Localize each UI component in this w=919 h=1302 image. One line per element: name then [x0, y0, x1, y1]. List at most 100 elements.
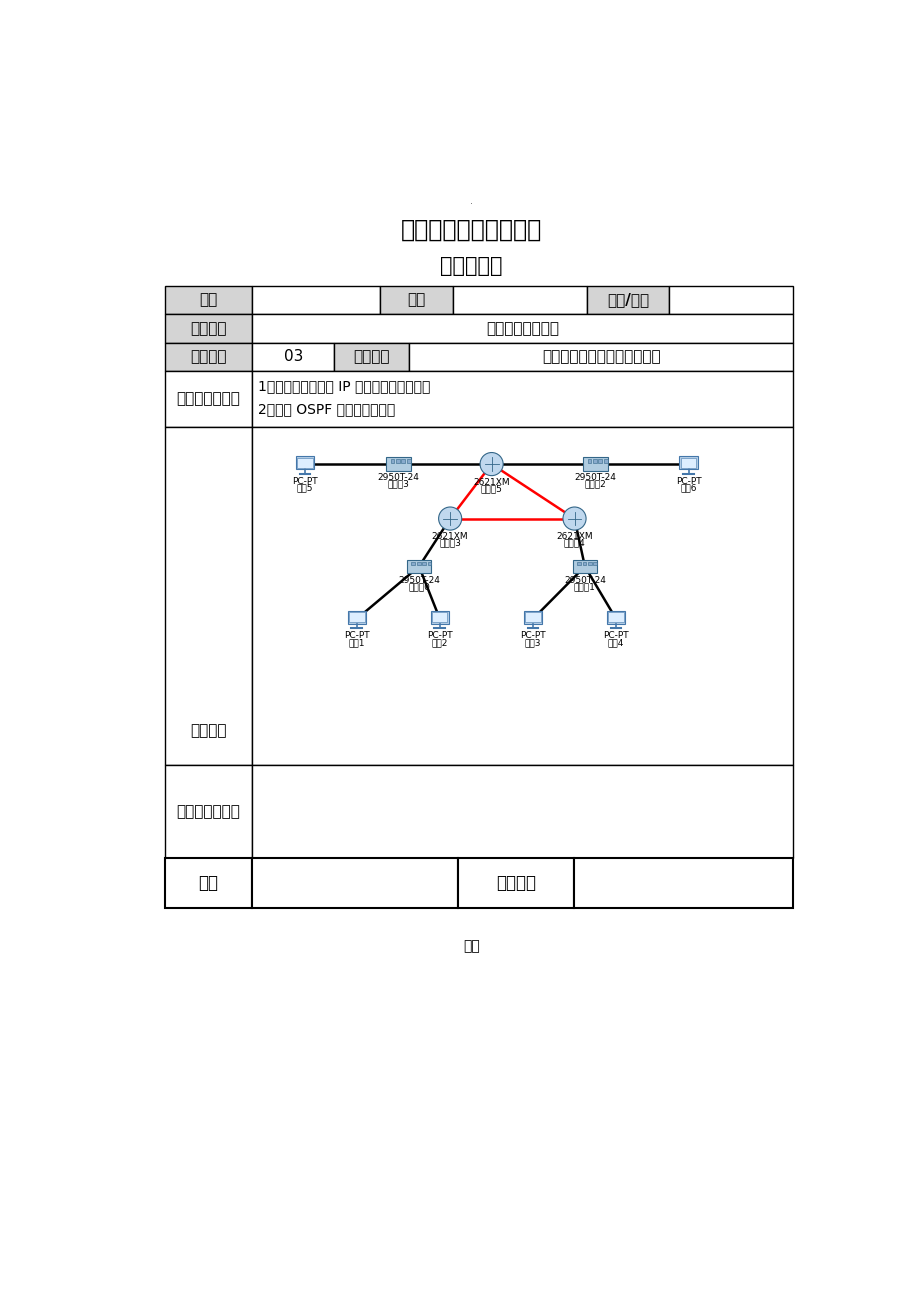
- Circle shape: [438, 506, 461, 530]
- Text: 姓名: 姓名: [199, 293, 218, 307]
- Bar: [409, 342, 792, 371]
- Bar: [297, 457, 312, 467]
- Text: 交换机2: 交换机2: [584, 479, 606, 488]
- Bar: [165, 766, 252, 858]
- Text: 路由器5: 路由器5: [480, 484, 502, 493]
- Bar: [391, 460, 394, 462]
- Bar: [422, 562, 425, 565]
- Bar: [252, 371, 792, 427]
- Text: 2950T-24: 2950T-24: [573, 474, 616, 482]
- Bar: [576, 562, 581, 565]
- Bar: [586, 285, 669, 314]
- Bar: [165, 285, 252, 314]
- Text: 实训名称: 实训名称: [353, 349, 390, 365]
- Text: 2950T-24: 2950T-24: [398, 575, 439, 585]
- Text: 主机1: 主机1: [348, 638, 365, 647]
- Text: 实验结果与心得: 实验结果与心得: [176, 805, 240, 819]
- Bar: [582, 562, 585, 565]
- Bar: [406, 460, 410, 462]
- Text: 学号: 学号: [407, 293, 425, 307]
- Text: 2950T-24: 2950T-24: [377, 474, 419, 482]
- Text: 主机5: 主机5: [297, 484, 313, 492]
- Circle shape: [480, 453, 503, 475]
- Text: 03: 03: [283, 349, 302, 365]
- Text: PC-PT: PC-PT: [519, 631, 545, 641]
- Text: 2621XM: 2621XM: [431, 533, 468, 542]
- Bar: [296, 456, 314, 469]
- Bar: [411, 562, 414, 565]
- Text: 主机6: 主机6: [679, 484, 696, 492]
- Bar: [593, 562, 596, 565]
- Bar: [386, 457, 410, 471]
- Bar: [607, 611, 625, 624]
- Bar: [252, 858, 458, 907]
- Bar: [252, 427, 792, 766]
- Bar: [573, 858, 792, 907]
- Bar: [165, 314, 252, 342]
- Bar: [603, 460, 607, 462]
- Text: 2621XM: 2621XM: [472, 478, 509, 487]
- Text: 2、使用 OSPF 实现全网连通；: 2、使用 OSPF 实现全网连通；: [258, 402, 395, 415]
- Text: 指导老师: 指导老师: [495, 874, 536, 892]
- Bar: [416, 562, 420, 565]
- Text: 实验步骤: 实验步骤: [190, 723, 227, 738]
- Text: 任务编号: 任务编号: [190, 349, 227, 365]
- Bar: [252, 314, 792, 342]
- Bar: [380, 285, 452, 314]
- Bar: [165, 371, 252, 427]
- Text: ·: ·: [470, 199, 472, 210]
- Text: 1、按拓扑结构规划 IP 地址，在图上标注；: 1、按拓扑结构规划 IP 地址，在图上标注；: [258, 380, 430, 393]
- Text: 企业网络核心技术: 企业网络核心技术: [485, 320, 559, 336]
- Text: PC-PT: PC-PT: [426, 631, 452, 641]
- Bar: [597, 460, 602, 462]
- Bar: [252, 766, 792, 858]
- Bar: [669, 285, 792, 314]
- Bar: [432, 612, 447, 622]
- Bar: [252, 342, 335, 371]
- Bar: [395, 460, 400, 462]
- Text: 主机2: 主机2: [431, 638, 448, 647]
- Bar: [401, 460, 405, 462]
- Bar: [593, 460, 596, 462]
- Circle shape: [562, 506, 585, 530]
- Bar: [406, 560, 431, 573]
- Text: PC-PT: PC-PT: [344, 631, 369, 641]
- Bar: [678, 456, 697, 469]
- Text: PC-PT: PC-PT: [675, 477, 700, 486]
- Bar: [252, 285, 380, 314]
- Bar: [587, 562, 591, 565]
- Bar: [347, 611, 366, 624]
- Text: 课程名称: 课程名称: [190, 320, 227, 336]
- Bar: [452, 285, 586, 314]
- Bar: [349, 612, 364, 622]
- Text: 路由器的路由选择应用（二）: 路由器的路由选择应用（二）: [541, 349, 660, 365]
- Bar: [607, 612, 623, 622]
- Bar: [583, 457, 607, 471]
- Bar: [680, 457, 696, 467]
- Text: 实训报告三: 实训报告三: [440, 256, 502, 276]
- Text: 交换机1: 交换机1: [573, 582, 596, 591]
- Text: 成绩: 成绩: [199, 874, 219, 892]
- Text: PC-PT: PC-PT: [292, 477, 318, 486]
- Text: 交换机3: 交换机3: [387, 479, 409, 488]
- Bar: [572, 560, 596, 573]
- Text: 2621XM: 2621XM: [556, 533, 592, 542]
- Bar: [165, 858, 252, 907]
- Bar: [458, 858, 573, 907]
- Text: 路由器4: 路由器4: [563, 539, 584, 548]
- Bar: [427, 562, 431, 565]
- Text: 专业/班级: 专业/班级: [607, 293, 649, 307]
- Bar: [165, 342, 252, 371]
- Text: 主机4: 主机4: [607, 638, 623, 647]
- Text: 交换机0: 交换机0: [408, 582, 429, 591]
- Bar: [525, 612, 540, 622]
- Bar: [335, 342, 409, 371]
- Bar: [430, 611, 448, 624]
- Text: 精品: 精品: [462, 939, 480, 953]
- Text: 2950T-24: 2950T-24: [563, 575, 606, 585]
- Text: 实验目的与要求: 实验目的与要求: [176, 392, 240, 406]
- Text: 湖南电子科技职业学院: 湖南电子科技职业学院: [401, 217, 541, 241]
- Bar: [523, 611, 541, 624]
- Bar: [165, 427, 252, 766]
- Bar: [587, 460, 591, 462]
